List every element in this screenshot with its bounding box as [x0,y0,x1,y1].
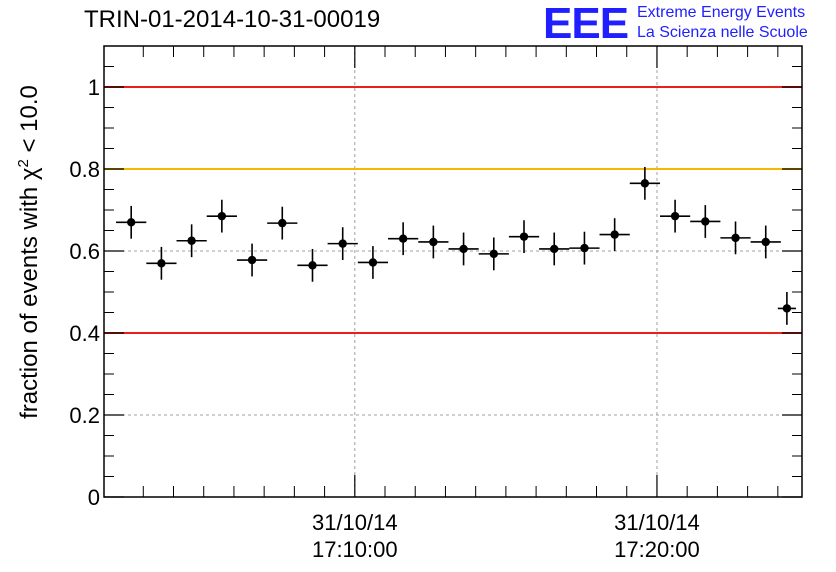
plot-frame [103,45,803,498]
y-tick-label: 0.4 [69,321,100,346]
y-tick-label: 0.8 [69,157,100,182]
y-tick-label: 1 [88,75,100,100]
data-marker [308,261,317,270]
data-point-5 [236,243,268,277]
data-point-17 [599,218,630,251]
data-point-3 [176,224,207,258]
data-marker [782,304,792,313]
data-marker [701,217,710,226]
data-point-13 [478,237,509,271]
y-axis-label: fraction of events with χ2 < 10.0 [8,46,43,458]
data-point-16 [569,231,600,265]
data-point-14 [508,220,540,254]
x-tick-label-time: 17:10:00 [312,537,398,562]
data-marker [519,232,529,241]
data-point-12 [448,232,479,266]
data-point-21 [720,221,751,255]
data-marker [429,237,438,247]
data-point-8 [327,227,358,261]
data-marker [398,234,408,243]
data-point-9 [357,246,389,279]
data-marker [550,244,559,254]
data-marker [489,249,498,259]
y-axis-label-suffix: < 10.0 [16,85,43,160]
data-point-19 [659,199,691,233]
data-point-10 [388,222,419,256]
data-marker [157,259,166,268]
data-point-2 [146,246,177,280]
data-point-11 [418,225,449,259]
data-point-4 [206,199,237,233]
logo-line-2: La Scienza nelle Scuole [637,24,808,41]
data-point-22 [750,225,781,259]
data-point-20 [690,205,721,238]
data-marker [640,179,650,188]
data-marker [610,230,619,239]
y-tick-label: 0 [88,485,100,510]
data-point-6 [267,206,298,240]
data-marker [126,218,136,227]
data-point-7 [297,248,328,282]
data-point-1 [116,205,147,239]
data-marker [187,236,196,245]
data-point-15 [539,232,570,266]
data-point-23 [777,292,796,325]
data-marker [217,211,227,221]
x-tick-label-date: 31/10/14 [312,510,398,535]
data-marker [459,244,468,254]
y-tick-label: 0.6 [69,239,100,264]
eee-logo-mark: EEE [543,0,629,48]
data-marker [580,243,589,253]
data-marker [731,233,740,243]
logo-line-1: Extreme Energy Events [637,4,806,21]
data-marker [278,218,287,228]
data-point-18 [629,166,660,200]
chart-title: TRIN-01-2014-10-31-00019 [84,6,381,33]
y-axis-label-sup: 2 [15,159,32,168]
y-tick-label: 0.2 [69,403,100,428]
data-marker [368,258,378,267]
x-tick-label-time: 17:20:00 [614,537,700,562]
x-tick-label-date: 31/10/14 [614,510,700,535]
y-axis-label-prefix: fraction of events with χ [16,167,43,419]
data-marker [247,255,257,265]
data-marker [338,239,347,248]
data-marker [670,211,680,221]
data-marker [761,237,770,247]
